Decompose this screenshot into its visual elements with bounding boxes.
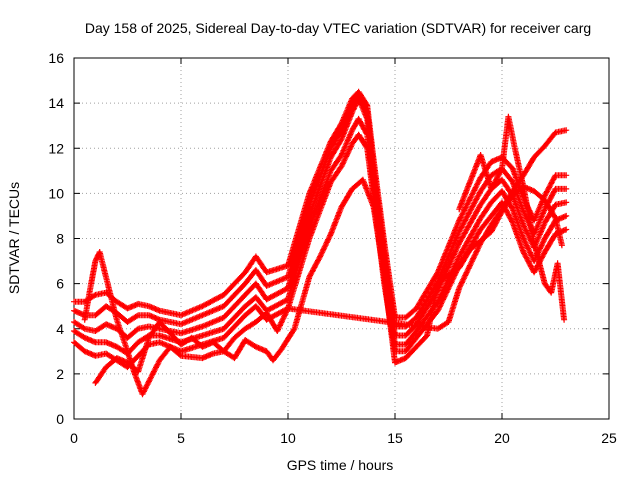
data-points (71, 88, 570, 398)
x-tick-label-5: 25 (601, 430, 617, 446)
y-tick-label-2: 4 (56, 321, 64, 337)
y-tick-label-0: 0 (56, 411, 64, 427)
x-axis-label: GPS time / hours (287, 457, 394, 473)
y-tick-label-5: 10 (48, 185, 64, 201)
y-axis-label: SDTVAR / TECUs (6, 182, 22, 294)
x-tick-label-1: 5 (177, 430, 185, 446)
x-tick-label-4: 20 (494, 430, 510, 446)
axis-ticks (73, 57, 610, 420)
x-tick-labels: 0 5 10 15 20 25 (70, 430, 617, 446)
x-tick-label-0: 0 (70, 430, 78, 446)
y-tick-label-3: 6 (56, 276, 64, 292)
y-tick-labels: 0 2 4 6 8 10 12 14 16 (48, 50, 64, 427)
y-tick-label-8: 16 (48, 50, 64, 66)
series-track-6 (81, 176, 565, 398)
series-track-2 (71, 115, 570, 357)
series-track-5 (71, 88, 570, 321)
chart-title: Day 158 of 2025, Sidereal Day-to-day VTE… (85, 20, 591, 36)
y-tick-label-6: 12 (48, 140, 64, 156)
series-markers-5 (81, 176, 565, 398)
y-tick-label-7: 14 (48, 95, 64, 111)
y-tick-label-1: 2 (56, 366, 64, 382)
x-tick-label-2: 10 (280, 430, 296, 446)
y-tick-label-4: 8 (56, 231, 64, 247)
series-markers-4 (71, 88, 570, 321)
series-track-8 (456, 113, 568, 323)
series-markers-7 (456, 113, 568, 323)
x-tick-label-3: 15 (387, 430, 403, 446)
series-markers-6 (92, 127, 570, 386)
grid-lines (74, 58, 609, 419)
series-track-7 (92, 127, 570, 386)
series-markers-1 (71, 115, 570, 357)
